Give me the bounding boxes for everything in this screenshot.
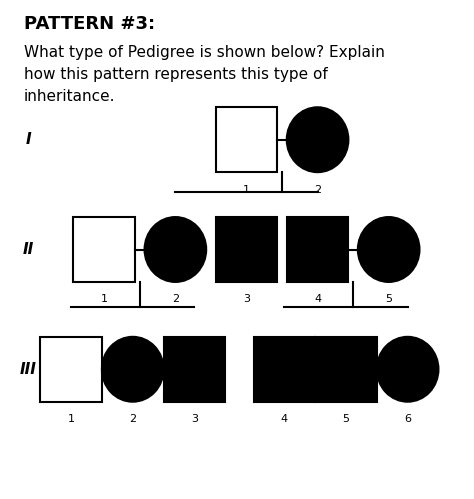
Text: 1: 1 (101, 294, 108, 304)
FancyBboxPatch shape (315, 337, 377, 402)
Text: 5: 5 (343, 414, 349, 424)
Text: 1: 1 (68, 414, 74, 424)
FancyBboxPatch shape (287, 217, 348, 282)
Text: What type of Pedigree is shown below? Explain
how this pattern represents this t: What type of Pedigree is shown below? Ex… (24, 45, 384, 104)
Text: 4: 4 (281, 414, 288, 424)
Circle shape (287, 107, 348, 172)
FancyBboxPatch shape (216, 217, 277, 282)
FancyBboxPatch shape (164, 337, 225, 402)
Text: 2: 2 (314, 185, 321, 195)
Text: 4: 4 (314, 294, 321, 304)
Circle shape (102, 337, 164, 402)
Text: III: III (20, 362, 37, 377)
Text: 5: 5 (385, 294, 392, 304)
Circle shape (377, 337, 438, 402)
Text: 1: 1 (243, 185, 250, 195)
FancyBboxPatch shape (40, 337, 102, 402)
Text: 6: 6 (404, 414, 411, 424)
Text: 3: 3 (243, 294, 250, 304)
Text: I: I (26, 132, 31, 147)
Text: PATTERN #3:: PATTERN #3: (24, 15, 155, 33)
Circle shape (358, 217, 419, 282)
Text: II: II (23, 242, 34, 257)
Text: 2: 2 (129, 414, 137, 424)
Text: 3: 3 (191, 414, 198, 424)
Circle shape (145, 217, 206, 282)
FancyBboxPatch shape (254, 337, 315, 402)
FancyBboxPatch shape (216, 107, 277, 172)
Text: 2: 2 (172, 294, 179, 304)
FancyBboxPatch shape (73, 217, 135, 282)
